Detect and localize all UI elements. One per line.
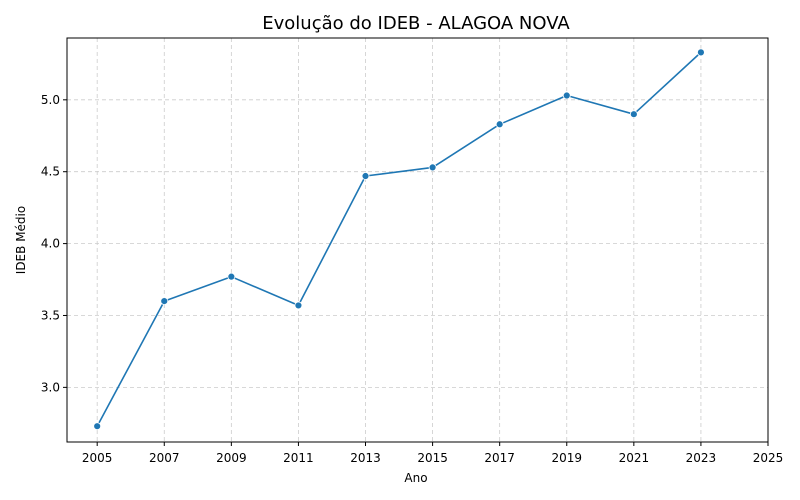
plot-frame bbox=[66, 37, 769, 443]
y-axis-label: IDEB Médio bbox=[14, 206, 28, 274]
data-point bbox=[93, 422, 102, 431]
x-tick-label: 2013 bbox=[350, 451, 381, 465]
x-axis-label: Ano bbox=[404, 471, 427, 485]
data-point bbox=[495, 120, 504, 129]
data-point bbox=[294, 301, 303, 310]
x-tick-label: 2009 bbox=[216, 451, 247, 465]
x-tick-label: 2011 bbox=[283, 451, 314, 465]
x-axis-ticks: 2005 2007 2009 2011 2013 2015 2017 2019 2021 2023… bbox=[82, 442, 783, 465]
data-point bbox=[428, 163, 437, 172]
series-layer bbox=[93, 48, 705, 431]
x-tick-label: 2025 bbox=[753, 451, 784, 465]
data-point bbox=[361, 172, 370, 180]
data-point bbox=[697, 48, 705, 57]
x-tick-label: 2017 bbox=[484, 451, 515, 465]
grid-lines bbox=[67, 38, 769, 442]
data-point bbox=[562, 91, 571, 100]
x-tick-label: 2007 bbox=[149, 451, 180, 465]
data-point bbox=[160, 297, 169, 306]
x-tick-label: 2015 bbox=[417, 451, 448, 465]
data-point bbox=[227, 272, 236, 281]
y-tick-label: 4.0 bbox=[41, 237, 60, 251]
y-axis-ticks: 3.0 3.5 4.0 4.5 5.0 bbox=[41, 93, 67, 394]
x-tick-label: 2021 bbox=[619, 451, 650, 465]
data-point bbox=[629, 110, 638, 119]
y-tick-label: 4.5 bbox=[41, 165, 60, 179]
series-line bbox=[96, 51, 702, 427]
x-tick-label: 2019 bbox=[551, 451, 582, 465]
x-tick-label: 2005 bbox=[82, 451, 113, 465]
y-tick-label: 5.0 bbox=[41, 93, 60, 107]
chart-title: Evolução do IDEB - ALAGOA NOVA bbox=[262, 13, 570, 34]
x-tick-label: 2023 bbox=[686, 451, 717, 465]
y-tick-label: 3.5 bbox=[41, 308, 60, 322]
y-tick-label: 3.0 bbox=[41, 380, 60, 394]
